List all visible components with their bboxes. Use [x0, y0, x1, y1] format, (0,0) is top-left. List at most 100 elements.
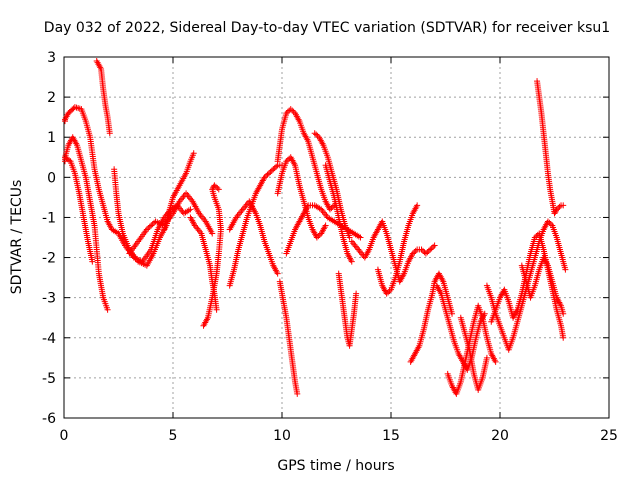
- data-point-marker: [430, 243, 437, 250]
- data-point-marker: [66, 157, 73, 164]
- y-tick-label: 3: [47, 50, 56, 66]
- data-point-marker: [544, 218, 551, 225]
- y-tick-label: -1: [42, 210, 56, 226]
- data-point-marker: [261, 174, 268, 181]
- data-point-marker: [284, 156, 291, 163]
- series-trace-f: [126, 190, 216, 257]
- data-point-marker: [267, 168, 274, 175]
- data-point-marker: [283, 110, 290, 117]
- data-point-marker: [213, 306, 220, 313]
- data-point-marker: [328, 205, 335, 212]
- series-trace-c: [62, 154, 96, 265]
- y-tick-label: 2: [47, 90, 56, 106]
- y-axis-label: SDTVAR / TECUs: [9, 180, 25, 295]
- data-point-marker: [274, 270, 281, 277]
- series-trace-d: [93, 58, 113, 137]
- chart-title: Day 032 of 2022, Sidereal Day-to-day VTE…: [44, 20, 610, 36]
- y-tick-label: -4: [42, 331, 56, 347]
- data-point-marker: [271, 164, 278, 171]
- data-point-marker: [552, 209, 559, 216]
- data-point-marker: [409, 250, 416, 257]
- x-tick-label: 20: [491, 428, 509, 444]
- data-point-marker: [322, 222, 329, 229]
- y-tick-label: 1: [47, 130, 56, 146]
- data-point-marker: [411, 249, 418, 256]
- data-point-marker: [385, 289, 392, 296]
- data-point-marker: [547, 221, 554, 228]
- series-trace-u: [407, 270, 456, 365]
- data-point-marker: [418, 246, 425, 253]
- x-tick-label: 25: [600, 428, 618, 444]
- plot-frame: [63, 56, 610, 419]
- series-trace-t: [374, 202, 421, 297]
- data-point-marker: [313, 131, 320, 138]
- data-point-marker: [212, 183, 219, 190]
- data-point-marker: [412, 247, 419, 254]
- data-point-marker: [329, 203, 336, 210]
- data-point-marker: [348, 258, 355, 265]
- data-point-marker: [386, 287, 393, 294]
- data-point-marker: [265, 170, 272, 177]
- data-point-marker: [414, 202, 421, 209]
- data-point-marker: [209, 186, 216, 193]
- series-trace-aa: [534, 78, 567, 217]
- data-point-marker: [104, 306, 111, 313]
- data-point-marker: [106, 130, 113, 137]
- data-point-marker: [555, 205, 562, 212]
- data-point-marker: [211, 182, 218, 189]
- series-trace-x: [457, 314, 490, 393]
- data-point-marker: [145, 225, 152, 232]
- data-point-marker: [383, 290, 390, 297]
- y-tick-label: -2: [42, 251, 56, 267]
- series-trace-m: [276, 278, 301, 397]
- series-trace-s: [348, 218, 438, 285]
- data-points: [62, 58, 569, 397]
- data-point-marker: [294, 390, 301, 397]
- data-point-marker: [268, 167, 275, 174]
- data-point-marker: [215, 186, 222, 193]
- x-tick-label: 10: [273, 428, 291, 444]
- series-trace-k: [226, 198, 281, 277]
- data-point-marker: [553, 206, 560, 213]
- series-trace-i: [200, 182, 224, 329]
- data-point-marker: [556, 203, 563, 210]
- data-point-marker: [148, 222, 155, 229]
- y-tick-label: -3: [42, 291, 56, 307]
- data-point-marker: [346, 234, 353, 241]
- data-point-marker: [562, 266, 569, 273]
- data-point-marker: [326, 206, 333, 213]
- data-point-marker: [560, 334, 567, 341]
- data-point-marker: [483, 354, 490, 361]
- data-point-marker: [492, 358, 499, 365]
- data-point-marker: [425, 247, 432, 254]
- data-point-marker: [546, 219, 553, 226]
- data-point-marker: [270, 166, 277, 173]
- data-point-marker: [551, 210, 558, 217]
- y-tick-label: 0: [47, 170, 56, 186]
- data-point-marker: [311, 130, 318, 137]
- series-trace-g: [161, 150, 197, 233]
- data-point-marker: [273, 163, 280, 170]
- x-tick-label: 5: [169, 428, 178, 444]
- series-trace-j: [226, 162, 285, 289]
- data-point-marker: [146, 223, 153, 230]
- data-point-marker: [449, 310, 456, 317]
- data-point-marker: [149, 221, 156, 228]
- data-point-marker: [214, 185, 221, 192]
- data-point-marker: [89, 258, 96, 265]
- data-point-marker: [428, 245, 435, 252]
- data-point-marker: [560, 310, 567, 317]
- data-point-marker: [431, 242, 438, 249]
- data-point-marker: [143, 226, 150, 233]
- data-point-marker: [560, 202, 567, 209]
- series-trace-q: [335, 270, 360, 349]
- x-axis-label: GPS time / hours: [277, 458, 394, 474]
- x-tick-label: 15: [382, 428, 400, 444]
- data-point-marker: [422, 250, 429, 257]
- series-trace-o: [283, 202, 364, 257]
- data-point-marker: [209, 230, 216, 237]
- data-point-marker: [419, 247, 426, 254]
- data-point-marker: [313, 234, 320, 241]
